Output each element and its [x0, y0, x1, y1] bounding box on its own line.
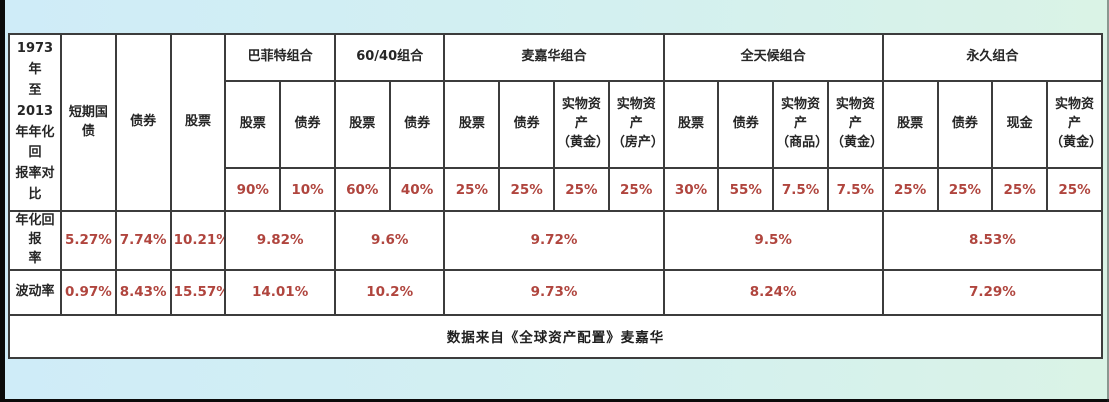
asset-header-cell: 实物资产 （黄金）: [826, 80, 884, 169]
weight-cell: 25%: [553, 167, 610, 212]
asset-column-stocks: 股票: [169, 33, 227, 212]
weight-cell: 7.5%: [826, 167, 884, 212]
asset-header-cell: 债券: [936, 80, 994, 169]
volatility-cell: 0.97%: [60, 268, 117, 316]
weight-cell: 60%: [333, 167, 391, 212]
portfolio-header-60-40: 60/40组合: [333, 33, 446, 82]
portfolio-comparison-table: 1973年 至2013 年年化回 报率对比 短期国债 债券 股票 巴菲特组合 6…: [8, 33, 1104, 359]
portfolio-header-all-weather: 全天候组合: [662, 33, 884, 82]
volatility-cell: 7.29%: [881, 268, 1104, 316]
period-corner-label: 1973年 至2013 年年化回 报率对比: [8, 33, 62, 212]
right-frame-edge: [1107, 0, 1109, 402]
weight-cell: 25%: [936, 167, 994, 212]
weight-cell: 25%: [881, 167, 939, 212]
weight-cell: 25%: [443, 167, 501, 212]
row-label-annual-return: 年化回报 率: [8, 210, 62, 271]
asset-header-cell: 债券: [498, 80, 556, 169]
portfolio-header-buffett: 巴菲特组合: [224, 33, 336, 82]
annual-return-cell: 9.5%: [662, 210, 884, 271]
annual-return-cell: 8.53%: [881, 210, 1104, 271]
weight-cell: 40%: [388, 167, 446, 212]
weight-cell: 25%: [1046, 167, 1103, 212]
volatility-cell: 8.43%: [114, 268, 172, 316]
annual-return-cell: 5.27%: [60, 210, 117, 271]
weight-cell: 30%: [662, 167, 720, 212]
weight-cell: 55%: [717, 167, 775, 212]
asset-header-cell: 实物资产 （商品）: [772, 80, 829, 169]
bottom-frame-bar: [0, 399, 1109, 402]
asset-column-bonds: 债券: [114, 33, 172, 212]
weight-cell: 25%: [991, 167, 1049, 212]
weight-cell: 25%: [607, 167, 665, 212]
asset-header-cell: 股票: [662, 80, 720, 169]
asset-header-cell: 股票: [881, 80, 939, 169]
volatility-cell: 9.73%: [443, 268, 665, 316]
annual-return-cell: 9.82%: [224, 210, 336, 271]
portfolio-header-permanent: 永久组合: [881, 33, 1104, 82]
volatility-cell: 8.24%: [662, 268, 884, 316]
portfolio-header-faber: 麦嘉华组合: [443, 33, 665, 82]
asset-header-cell: 实物资产 （房产）: [607, 80, 665, 169]
asset-header-cell: 股票: [443, 80, 501, 169]
asset-column-short-term-bonds: 短期国债: [60, 33, 117, 212]
volatility-cell: 14.01%: [224, 268, 336, 316]
annual-return-cell: 9.72%: [443, 210, 665, 271]
asset-header-cell: 债券: [717, 80, 775, 169]
annual-return-cell: 10.21%: [169, 210, 227, 271]
asset-header-cell: 股票: [333, 80, 391, 169]
volatility-cell: 10.2%: [333, 268, 446, 316]
weight-cell: 25%: [498, 167, 556, 212]
asset-header-cell: 实物资产 （黄金）: [1046, 80, 1103, 169]
asset-header-cell: 实物资产 （黄金）: [553, 80, 610, 169]
annual-return-cell: 7.74%: [114, 210, 172, 271]
weight-cell: 7.5%: [772, 167, 829, 212]
volatility-cell: 15.57%: [169, 268, 227, 316]
asset-header-cell: 股票: [224, 80, 282, 169]
row-label-volatility: 波动率: [8, 268, 62, 316]
asset-header-cell: 现金: [991, 80, 1049, 169]
source-note: 数据来自《全球资产配置》麦嘉华: [8, 313, 1103, 359]
asset-header-cell: 债券: [388, 80, 446, 169]
left-frame-bar: [0, 0, 5, 402]
weight-cell: 10%: [279, 167, 336, 212]
asset-header-cell: 债券: [279, 80, 336, 169]
weight-cell: 90%: [224, 167, 282, 212]
annual-return-cell: 9.6%: [333, 210, 446, 271]
